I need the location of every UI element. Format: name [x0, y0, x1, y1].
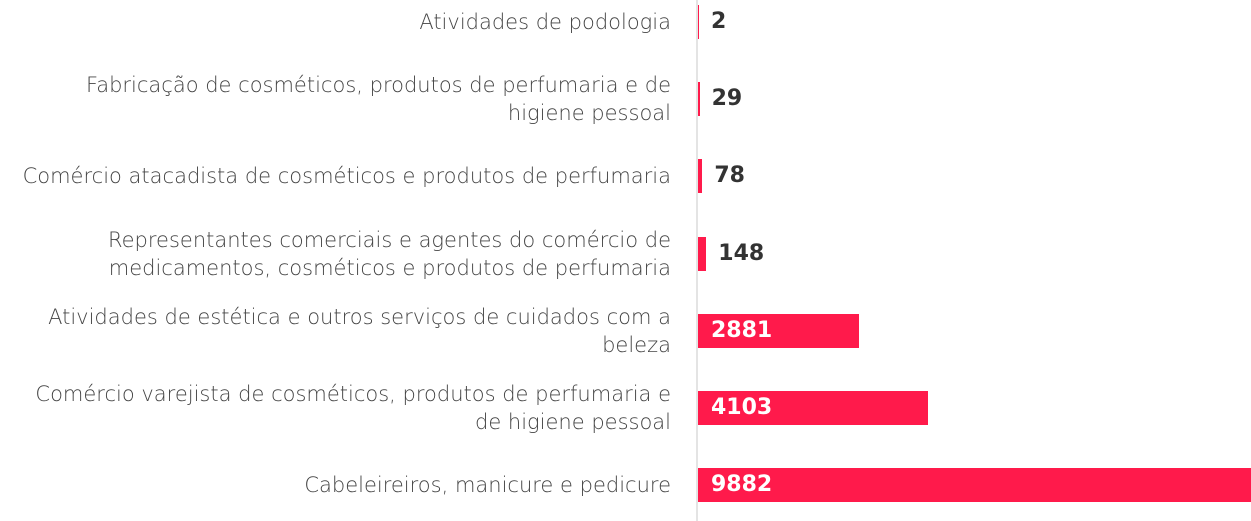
bar	[698, 159, 703, 194]
bar	[698, 82, 700, 117]
bar	[698, 468, 1251, 503]
bar	[698, 236, 707, 271]
value-label: 148	[718, 240, 765, 266]
category-label: Cabeleireiros, manicure e pedicure	[304, 473, 671, 498]
category-label: Comércio varejista de cosméticos, produt…	[35, 382, 671, 434]
bar	[698, 391, 928, 425]
category-label: Atividades de estética e outros serviços…	[48, 304, 671, 357]
value-label: 29	[711, 86, 743, 112]
axis-line	[696, 0, 698, 521]
category-label: Representantes comerciais e agentes do c…	[107, 227, 671, 280]
value-label: 2881	[711, 317, 773, 343]
bar	[698, 5, 699, 39]
category-label: Atividades de podologia	[419, 10, 671, 34]
value-label: 4103	[711, 395, 773, 420]
value-label: 78	[714, 163, 745, 189]
category-label: Comércio atacadista de cosméticos e prod…	[22, 164, 671, 189]
value-label: 2	[711, 9, 727, 34]
bar	[698, 313, 860, 348]
value-label: 9882	[711, 472, 773, 498]
category-label: Fabricação de cosméticos, produtos de pe…	[86, 73, 671, 126]
